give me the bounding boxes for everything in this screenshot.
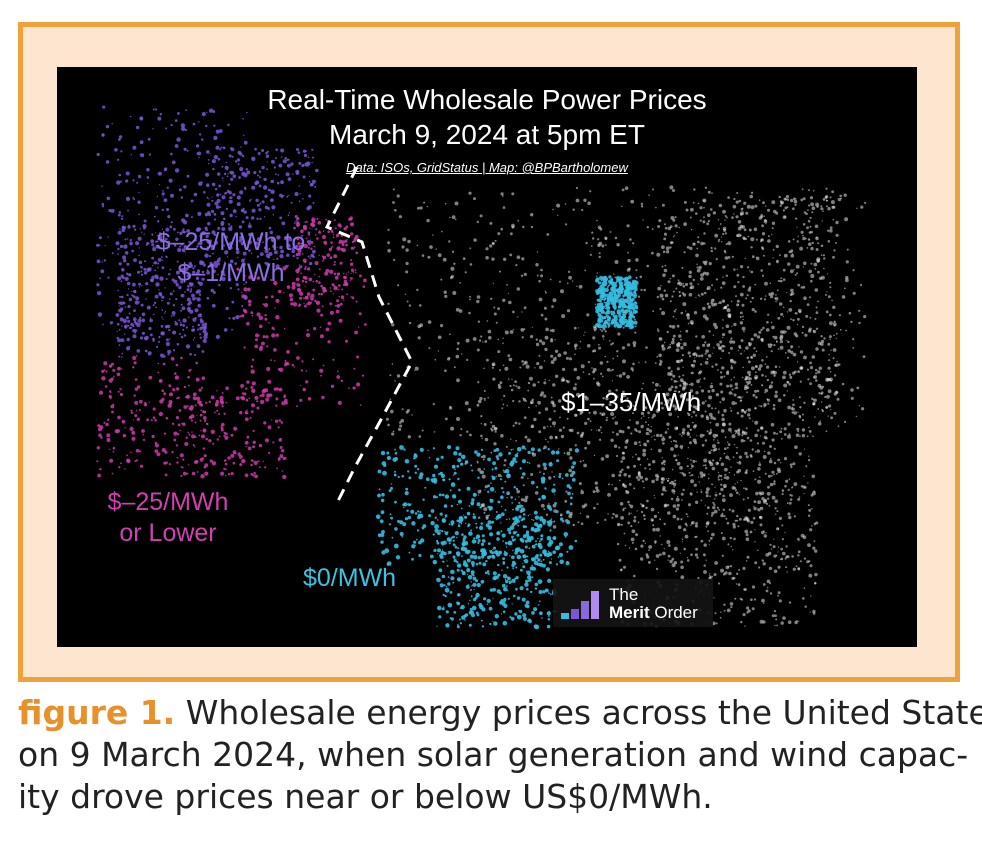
map-canvas: [96, 105, 867, 630]
magenta-price-label: $–25/MWh or Lower: [93, 487, 243, 549]
map-title-line-2: March 9, 2024 at 5pm ET: [329, 119, 645, 150]
us-power-price-map: Real-Time Wholesale Power Prices March 9…: [57, 67, 917, 647]
purple-price-region: [96, 105, 319, 358]
magenta-label-line-1: $–25/MWh: [107, 488, 229, 516]
purple-label-line-1: $–25/MWh to: [156, 228, 306, 256]
logo-line-2: Merit Order: [609, 603, 698, 623]
logo-order-word: Order: [649, 603, 698, 622]
purple-label-line-2: $–1/MWh: [177, 259, 285, 287]
cyan-price-label: $0/MWh: [303, 564, 397, 592]
figure-caption: figure 1. Wholesale energy prices across…: [18, 692, 982, 818]
figure-label: figure 1.: [18, 693, 176, 732]
logo-bars-icon: [561, 591, 599, 619]
caption-line-1: figure 1. Wholesale energy prices across…: [18, 692, 982, 734]
caption-line-3: ity drove prices near or below US$0/MWh.: [18, 777, 713, 816]
merit-order-logo: The Merit Order: [553, 579, 713, 627]
white-price-label: $1–35/MWh: [561, 387, 702, 417]
caption-line-1-text: Wholesale energy prices across the Unite…: [175, 693, 982, 732]
logo-line-1: The: [609, 585, 639, 604]
logo-merit-word: Merit: [609, 603, 650, 622]
region-divider-line: [324, 166, 414, 508]
magenta-price-region: [96, 216, 367, 480]
map-credit: Data: ISOs, GridStatus | Map: @BPBarthol…: [346, 160, 628, 175]
caption-line-2: on 9 March 2024, when solar generation a…: [18, 735, 969, 774]
cyan-price-region: [375, 275, 639, 630]
white-price-region: [385, 185, 867, 628]
magenta-label-line-2: or Lower: [119, 519, 217, 547]
purple-price-label: $–25/MWh to $–1/MWh: [141, 227, 321, 289]
map-title-line-1: Real-Time Wholesale Power Prices: [267, 84, 707, 115]
